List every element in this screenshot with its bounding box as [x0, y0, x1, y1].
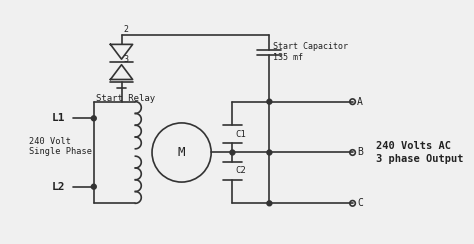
Text: Single Phase: Single Phase	[29, 147, 92, 156]
Circle shape	[152, 123, 211, 182]
Text: Start Capacitor: Start Capacitor	[273, 42, 348, 51]
Text: L1: L1	[52, 113, 66, 123]
Circle shape	[230, 150, 235, 155]
Text: 3: 3	[123, 55, 128, 64]
Text: B: B	[357, 147, 363, 157]
Text: A: A	[357, 97, 363, 107]
Text: 240 Volt: 240 Volt	[29, 137, 71, 146]
Text: 240 Volts AC: 240 Volts AC	[376, 141, 451, 151]
Circle shape	[267, 99, 272, 104]
Text: 135 mf: 135 mf	[273, 53, 303, 62]
Circle shape	[91, 116, 96, 121]
Text: 3 phase Output: 3 phase Output	[376, 154, 463, 164]
Circle shape	[350, 99, 356, 104]
Circle shape	[267, 150, 272, 155]
Circle shape	[91, 184, 96, 189]
Circle shape	[350, 150, 356, 155]
Text: 2: 2	[123, 25, 128, 34]
Circle shape	[267, 201, 272, 206]
Text: M: M	[178, 146, 185, 159]
Circle shape	[350, 201, 356, 206]
Text: C: C	[357, 198, 363, 208]
Text: C1: C1	[235, 130, 246, 139]
Text: Start Relay: Start Relay	[96, 94, 155, 103]
Text: C2: C2	[235, 166, 246, 175]
Text: L2: L2	[52, 182, 66, 192]
